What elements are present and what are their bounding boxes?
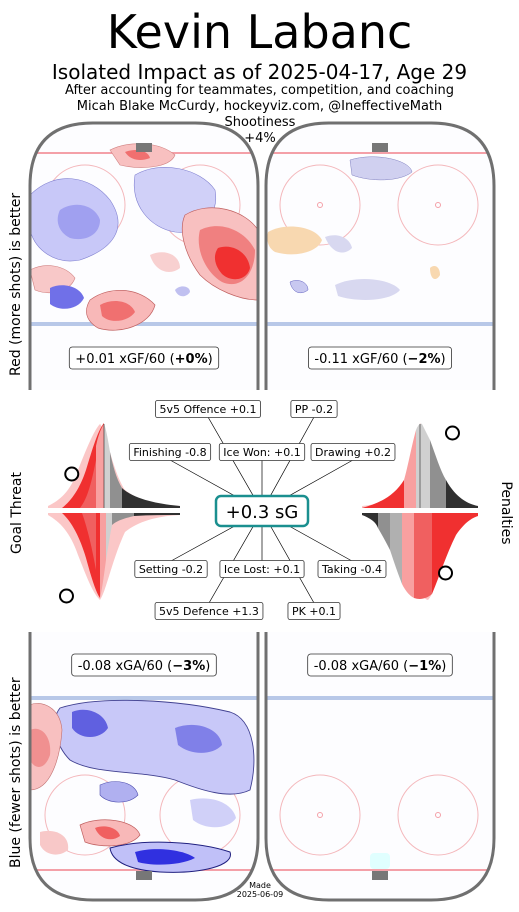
marker-setting [58,588,74,604]
rink-value-top-right: -0.11 xGF/60 (−2%) [308,346,452,370]
svg-text:Drawing +0.2: Drawing +0.2 [315,446,391,459]
component-taking: Taking -0.4 [317,560,387,578]
total-value: +0.3 sG [214,494,310,528]
rink-top-right [264,121,496,390]
svg-text:PK +0.1: PK +0.1 [292,605,336,618]
goal-threat-label: Goal Threat [9,472,25,554]
shootiness-value: +4% [244,131,276,146]
made-date: Made 2025-06-09 [230,881,290,899]
component-finishing: Finishing -0.8 [128,443,212,461]
component-setting: Setting -0.2 [134,560,208,578]
component-icelost: Ice Lost: +0.1 [219,560,305,578]
rink-top-left [28,121,260,390]
made-date-value: 2025-06-09 [236,890,284,899]
svg-text:5v5 Defence +1.3: 5v5 Defence +1.3 [159,605,259,618]
svg-text:5v5 Offence +0.1: 5v5 Offence +0.1 [159,403,256,416]
player-name: Kevin Labanc [106,5,413,59]
heatmap-bottom-right [370,853,390,869]
bottom-axis-label: Blue (fewer shots) is better [8,677,24,868]
top-axis-label: Red (more shots) is better [8,192,24,376]
component-pp: PP -0.2 [290,400,338,418]
chart-subtitle: Isolated Impact as of 2025-04-17, Age 29 [51,60,468,84]
svg-text:PP -0.2: PP -0.2 [295,403,333,416]
component-pk: PK +0.1 [287,602,341,620]
svg-text:-0.11 xGF/60 (−2%): -0.11 xGF/60 (−2%) [314,352,445,367]
component-drawing: Drawing +0.2 [310,443,396,461]
marker-finishing [64,466,80,482]
svg-text:+0.3 sG: +0.3 sG [226,502,299,523]
svg-text:-0.08 xGA/60 (−3%): -0.08 xGA/60 (−3%) [78,659,211,674]
marker-taking [438,565,454,581]
heatmap-top-right [267,156,440,300]
svg-text:Setting -0.2: Setting -0.2 [139,563,203,576]
component-icewon: Ice Won: +0.1 [218,443,306,461]
component-offence: 5v5 Offence +0.1 [155,400,261,418]
svg-text:Ice Lost: +0.1: Ice Lost: +0.1 [224,563,300,576]
component-defence: 5v5 Defence +1.3 [154,602,264,620]
credit-line-method: After accounting for teammates, competit… [65,83,454,98]
rink-value-top-left: +0.01 xGF/60 (+0%) [68,346,220,370]
percentile-markers [58,425,460,604]
svg-text:Finishing -0.8: Finishing -0.8 [133,446,206,459]
component-labels: 5v5 Offence +0.1 PP -0.2 Finishing -0.8 Ice… [128,400,396,620]
penalties-label: Penalties [498,481,514,545]
goal-threat-distribution [48,423,180,600]
rink-bottom-right [264,632,496,902]
rink-bottom-left [28,632,260,902]
svg-text:Taking -0.4: Taking -0.4 [321,563,382,576]
marker-drawing [444,425,460,441]
shootiness-label: Shootiness [224,115,296,130]
svg-text:+0.01 xGF/60 (+0%): +0.01 xGF/60 (+0%) [75,352,212,367]
credit-line-author: Micah Blake McCurdy, hockeyviz.com, @Ine… [76,99,443,114]
heatmap-bottom-left [30,699,255,873]
rink-value-bottom-left: -0.08 xGA/60 (−3%) [71,653,217,677]
rink-value-bottom-right: -0.08 xGA/60 (−1%) [307,653,453,677]
svg-text:Ice Won: +0.1: Ice Won: +0.1 [223,446,300,459]
svg-text:-0.08 xGA/60 (−1%): -0.08 xGA/60 (−1%) [314,659,447,674]
made-label: Made [249,881,271,890]
heatmap-top-left [30,143,258,331]
